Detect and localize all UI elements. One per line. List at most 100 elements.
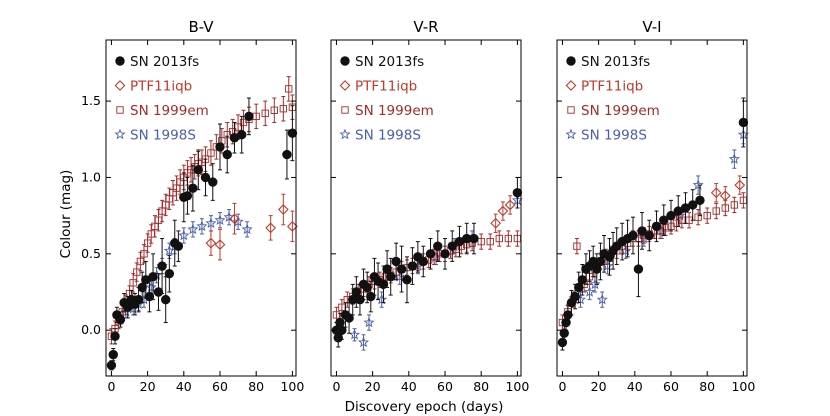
data-point <box>386 272 396 282</box>
legend-marker <box>114 80 126 91</box>
x-tick-label: 40 <box>401 379 417 394</box>
data-point <box>277 204 289 215</box>
panel-title-v-i: V-I <box>642 18 661 36</box>
panels: B-V 0 20 40 60 80 100 0.0 0.5 1.0 1.5 SN 2013fs PTF1… <box>81 18 755 394</box>
data-point <box>148 272 158 282</box>
x-tick-label: 0 <box>107 379 115 394</box>
data-point <box>710 187 722 199</box>
data-point <box>418 256 428 267</box>
data-point <box>115 314 126 325</box>
panel-b-v: B-V 0 20 40 60 80 100 0.0 0.5 1.0 1.5 SN 2013fs PTF1… <box>81 18 304 394</box>
data-point <box>391 256 401 267</box>
data-point <box>382 264 392 274</box>
legend-label: SN 1998S <box>130 128 196 144</box>
panel-v-r: V-R 0 20 40 60 80 100 SN 2013fs PTF11iqb SN 1999e… <box>330 18 529 394</box>
legend-label: SN 2013fs <box>581 54 650 70</box>
data-point <box>208 177 218 187</box>
data-point <box>486 237 494 246</box>
data-point <box>207 149 215 157</box>
data-point <box>573 242 581 250</box>
plot-frame <box>105 39 297 377</box>
data-point <box>425 249 436 259</box>
data-point <box>688 200 698 210</box>
data-point <box>287 220 298 232</box>
legend-v-r: SN 2013fs PTF11iqb SN 1999em SN 1998S <box>339 54 434 144</box>
data-point <box>137 282 147 293</box>
legend-marker <box>116 106 124 114</box>
legend-label: PTF11iqb <box>581 79 643 95</box>
data-point <box>559 328 569 338</box>
legend-label: PTF11iqb <box>130 79 192 95</box>
panel-title-v-r: V-R <box>413 18 438 36</box>
data-point <box>703 211 711 220</box>
data-point <box>133 294 144 305</box>
data-point <box>261 109 269 117</box>
x-tick-label: 80 <box>473 379 489 394</box>
data-point <box>719 190 731 202</box>
data-point <box>402 275 412 285</box>
data-point <box>592 264 602 274</box>
data-point <box>651 221 662 232</box>
data-point <box>477 237 485 246</box>
legend-marker <box>115 56 125 66</box>
data-point <box>644 230 654 241</box>
panel-title-b-v: B-V <box>188 18 214 36</box>
y-axis-label: Colour (mag) <box>58 170 74 259</box>
data-point <box>490 217 502 229</box>
data-point <box>164 268 175 279</box>
data-point <box>110 331 120 341</box>
legend-b-v: SN 2013fs PTF11iqb SN 1999em SN 1998S <box>114 54 209 144</box>
data-point <box>440 249 450 259</box>
data-point <box>173 241 184 251</box>
data-point <box>433 241 443 251</box>
data-point <box>241 223 253 235</box>
data-point <box>637 226 647 236</box>
data-point <box>187 223 199 235</box>
x-tick-label: 60 <box>437 379 453 394</box>
data-point <box>237 129 247 140</box>
data-point <box>730 201 738 209</box>
x-tick-label: 100 <box>505 379 529 394</box>
data-point <box>596 293 608 305</box>
data-point <box>666 210 676 221</box>
data-point <box>363 316 375 328</box>
data-point <box>659 215 669 225</box>
x-tick-label: 60 <box>663 379 679 394</box>
data-point <box>734 179 746 191</box>
legend-marker <box>339 128 351 140</box>
data-point <box>265 222 277 234</box>
data-point <box>633 264 644 274</box>
data-point <box>161 294 171 305</box>
y-tick-label: 1.5 <box>81 93 101 108</box>
x-tick-label: 0 <box>332 379 340 394</box>
x-tick-label: 20 <box>365 379 381 394</box>
series-sn-2013fs <box>557 97 749 351</box>
series-sn-1999em <box>332 230 522 324</box>
legend-marker <box>567 106 575 114</box>
data-point <box>214 214 226 225</box>
data-point <box>396 264 407 274</box>
panel-v-i: V-I 0 20 40 60 80 100 SN 2013fs PTF11iqb SN 1999e… <box>556 18 755 394</box>
data-point <box>407 261 418 271</box>
data-point <box>333 333 343 343</box>
data-point <box>145 281 157 293</box>
data-point <box>205 237 217 249</box>
x-tick-label: 40 <box>627 379 643 394</box>
data-point <box>108 349 118 360</box>
plot-frame <box>556 39 748 377</box>
data-point <box>200 172 211 183</box>
data-point <box>358 336 370 348</box>
series-sn-2013fs <box>331 176 523 348</box>
data-point <box>270 106 278 114</box>
data-point <box>344 313 354 323</box>
data-point <box>661 224 670 232</box>
data-point <box>140 250 148 258</box>
x-tick-label: 20 <box>140 379 156 394</box>
plot-frame <box>330 39 522 377</box>
data-point <box>469 233 479 244</box>
data-point <box>188 183 198 193</box>
legend-label: SN 1999em <box>130 103 209 119</box>
y-tick-label: 0.5 <box>81 246 101 261</box>
data-point <box>738 117 749 128</box>
